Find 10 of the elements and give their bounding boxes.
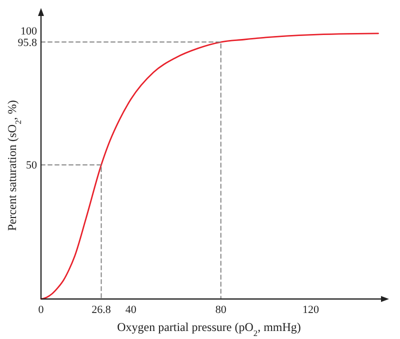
x-tick-label: 0 — [38, 304, 44, 316]
x-tick-label: 120 — [302, 304, 320, 316]
x-axis-title: Oxygen partial pressure (pO$_{2}$, mmHg) — [117, 320, 301, 338]
x-tick-label: 26.8 — [92, 304, 112, 316]
y-tick-label: 95.8 — [18, 36, 38, 49]
y-tick-label: 100 — [20, 26, 38, 38]
line-series — [40, 32, 379, 300]
x-tick-label: 40 — [125, 304, 137, 316]
x-tick-label: 80 — [215, 304, 227, 316]
y-tick-label: 50 — [26, 160, 38, 172]
